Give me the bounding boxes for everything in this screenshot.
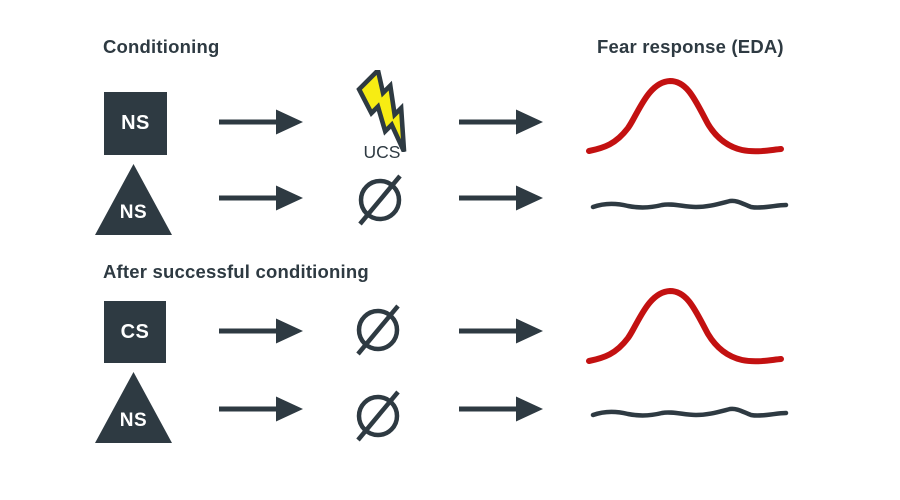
ucs-label: UCS — [363, 142, 401, 162]
strong-fear-response-curve — [586, 287, 784, 365]
heading-conditioning: Conditioning — [103, 36, 220, 57]
ns-square: NS — [104, 92, 167, 155]
stimulus-label: NS — [121, 112, 150, 134]
arrow-right-icon — [219, 396, 303, 422]
flat-response-line — [590, 198, 789, 210]
arrow-right-icon — [459, 318, 543, 344]
ns-triangle: NS — [95, 164, 172, 235]
arrow-right-icon — [219, 318, 303, 344]
stimulus-label: NS — [119, 410, 148, 431]
arrow-right-icon — [459, 109, 543, 135]
heading-after-conditioning: After successful conditioning — [103, 261, 369, 282]
arrow-right-icon — [459, 185, 543, 211]
null-sign-icon — [358, 174, 402, 226]
stimulus-label: NS — [119, 202, 148, 223]
ns-triangle: NS — [95, 372, 172, 443]
strong-fear-response-curve — [586, 77, 784, 155]
arrow-right-icon — [219, 185, 303, 211]
arrow-right-icon — [219, 109, 303, 135]
arrow-right-icon — [459, 396, 543, 422]
lightning-bolt-icon — [356, 70, 407, 152]
null-sign-icon — [356, 304, 400, 356]
flat-response-line — [590, 406, 789, 418]
null-sign-icon — [356, 390, 400, 442]
stimulus-label: CS — [120, 320, 150, 343]
heading-fear-response: Fear response (EDA) — [597, 36, 784, 57]
cs-square: CS — [104, 301, 166, 363]
